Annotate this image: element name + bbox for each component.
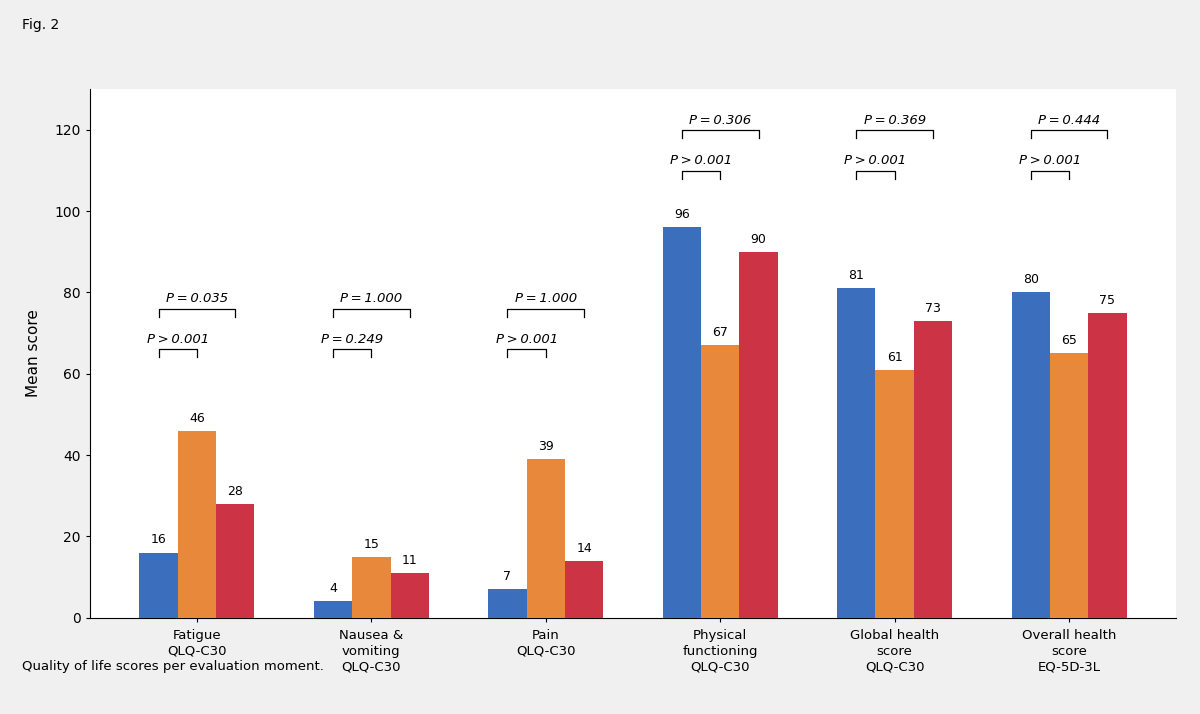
Bar [352, 557, 390, 618]
Text: 14: 14 [576, 542, 592, 555]
Bar [876, 370, 914, 618]
Bar [488, 589, 527, 618]
Text: 65: 65 [1061, 334, 1078, 347]
Text: 4: 4 [329, 582, 337, 595]
Text: 67: 67 [713, 326, 728, 339]
Bar [1088, 313, 1127, 618]
Bar [1050, 353, 1088, 618]
Text: 11: 11 [402, 554, 418, 567]
Bar [216, 504, 254, 618]
Text: 15: 15 [364, 538, 379, 550]
Text: P = 0.306: P = 0.306 [689, 114, 751, 126]
Text: P > 0.001: P > 0.001 [1019, 154, 1081, 167]
Bar [838, 288, 876, 618]
Text: 81: 81 [848, 269, 864, 282]
Text: P > 0.001: P > 0.001 [845, 154, 906, 167]
Text: 90: 90 [751, 233, 767, 246]
Bar [1012, 293, 1050, 618]
Text: 39: 39 [538, 440, 553, 453]
Y-axis label: Mean score: Mean score [25, 309, 41, 398]
Text: P = 1.000: P = 1.000 [341, 293, 402, 306]
Text: 28: 28 [227, 485, 244, 498]
Text: P > 0.001: P > 0.001 [146, 333, 209, 346]
Text: P > 0.001: P > 0.001 [670, 154, 732, 167]
Text: P = 1.000: P = 1.000 [515, 293, 577, 306]
Bar [178, 431, 216, 618]
Text: Quality of life scores per evaluation moment.: Quality of life scores per evaluation mo… [22, 660, 324, 673]
Text: P = 0.369: P = 0.369 [864, 114, 925, 126]
Text: P = 0.444: P = 0.444 [1038, 114, 1100, 126]
Text: 61: 61 [887, 351, 902, 363]
Bar [527, 459, 565, 618]
Bar [701, 346, 739, 618]
Bar [739, 252, 778, 618]
Bar [139, 553, 178, 618]
Text: 96: 96 [674, 208, 690, 221]
Bar [914, 321, 953, 618]
Text: 46: 46 [190, 411, 205, 425]
Bar [313, 601, 352, 618]
Bar [565, 560, 604, 618]
Text: 73: 73 [925, 302, 941, 315]
Text: 75: 75 [1099, 293, 1116, 307]
Text: P = 0.249: P = 0.249 [322, 333, 383, 346]
Text: Fig. 2: Fig. 2 [22, 18, 59, 32]
Bar [662, 228, 701, 618]
Bar [390, 573, 428, 618]
Text: 7: 7 [504, 570, 511, 583]
Text: P > 0.001: P > 0.001 [496, 333, 558, 346]
Text: 16: 16 [151, 533, 167, 546]
Text: 80: 80 [1022, 273, 1039, 286]
Text: P = 0.035: P = 0.035 [166, 293, 228, 306]
